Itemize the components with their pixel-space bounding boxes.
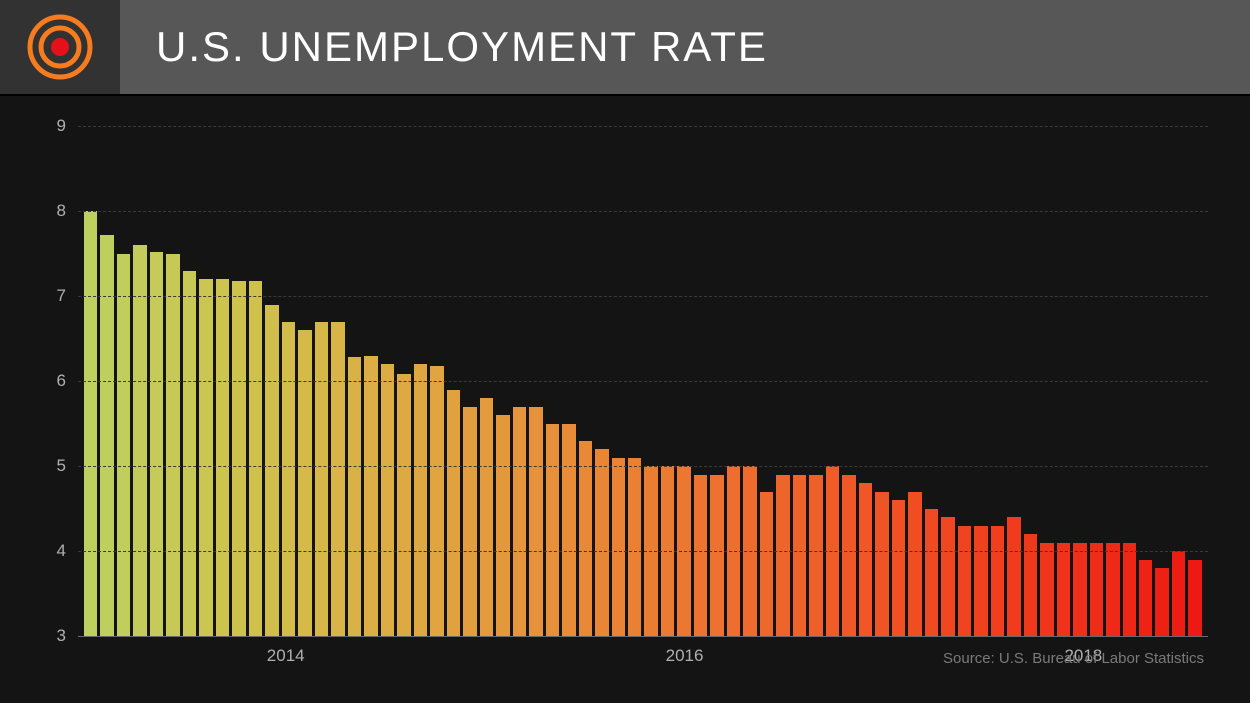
bar <box>232 281 245 636</box>
bar <box>529 407 542 637</box>
grid-line <box>78 126 1208 127</box>
bar <box>776 475 789 637</box>
bar <box>875 492 888 637</box>
bar <box>513 407 526 637</box>
bar <box>579 441 592 637</box>
bar <box>925 509 938 637</box>
header-bar: U.S. UNEMPLOYMENT RATE <box>0 0 1250 96</box>
grid-line <box>78 466 1208 467</box>
bar <box>249 281 262 636</box>
plot-region: 3456789201420162018 <box>78 126 1208 636</box>
grid-line <box>78 636 1208 637</box>
bar <box>1139 560 1152 637</box>
bar <box>381 364 394 636</box>
chart-area: 3456789201420162018 Source: U.S. Bureau … <box>0 96 1250 703</box>
grid-line <box>78 211 1208 212</box>
bar <box>397 374 410 636</box>
bar <box>842 475 855 637</box>
chart-title: U.S. UNEMPLOYMENT RATE <box>156 23 768 71</box>
bar <box>216 279 229 636</box>
bar <box>958 526 971 637</box>
source-attribution: Source: U.S. Bureau of Labor Statistics <box>943 650 1204 667</box>
y-axis-label: 4 <box>57 541 78 561</box>
bar <box>710 475 723 637</box>
bar <box>463 407 476 637</box>
bar <box>265 305 278 637</box>
bar <box>1172 551 1185 636</box>
bar <box>941 517 954 636</box>
bar <box>496 415 509 636</box>
bar <box>974 526 987 637</box>
bar <box>809 475 822 637</box>
bar <box>480 398 493 636</box>
bar <box>117 254 130 637</box>
grid-line <box>78 551 1208 552</box>
bar <box>1007 517 1020 636</box>
bar <box>1057 543 1070 637</box>
bar <box>1040 543 1053 637</box>
x-axis-label: 2016 <box>666 636 704 666</box>
bar <box>315 322 328 637</box>
bar <box>694 475 707 637</box>
bar <box>595 449 608 636</box>
bar <box>612 458 625 637</box>
bar <box>150 252 163 636</box>
grid-line <box>78 381 1208 382</box>
bar <box>331 322 344 637</box>
bar <box>1106 543 1119 637</box>
bar <box>628 458 641 637</box>
bar <box>991 526 1004 637</box>
y-axis-label: 5 <box>57 456 78 476</box>
y-axis-label: 7 <box>57 286 78 306</box>
bar <box>793 475 806 637</box>
bar <box>760 492 773 637</box>
bar <box>183 271 196 637</box>
bar <box>430 366 443 636</box>
bar <box>1123 543 1136 637</box>
bar <box>1090 543 1103 637</box>
bar <box>1024 534 1037 636</box>
bar <box>84 211 97 636</box>
bar <box>364 356 377 637</box>
bar <box>546 424 559 637</box>
bar <box>447 390 460 637</box>
y-axis-label: 3 <box>57 626 78 646</box>
bar <box>908 492 921 637</box>
y-axis-label: 8 <box>57 201 78 221</box>
bar <box>199 279 212 636</box>
bar <box>1188 560 1201 637</box>
bar <box>1073 543 1086 637</box>
bar <box>348 357 361 636</box>
bar <box>414 364 427 636</box>
target-logo-icon <box>26 13 94 81</box>
grid-line <box>78 296 1208 297</box>
bar <box>1155 568 1168 636</box>
bar <box>892 500 905 636</box>
bar <box>166 254 179 637</box>
bar <box>282 322 295 637</box>
bar <box>298 330 311 636</box>
bar <box>100 235 113 636</box>
bar <box>133 245 146 636</box>
y-axis-label: 6 <box>57 371 78 391</box>
bar <box>859 483 872 636</box>
y-axis-label: 9 <box>57 116 78 136</box>
bar <box>562 424 575 637</box>
x-axis-label: 2014 <box>267 636 305 666</box>
logo-container <box>0 0 120 94</box>
